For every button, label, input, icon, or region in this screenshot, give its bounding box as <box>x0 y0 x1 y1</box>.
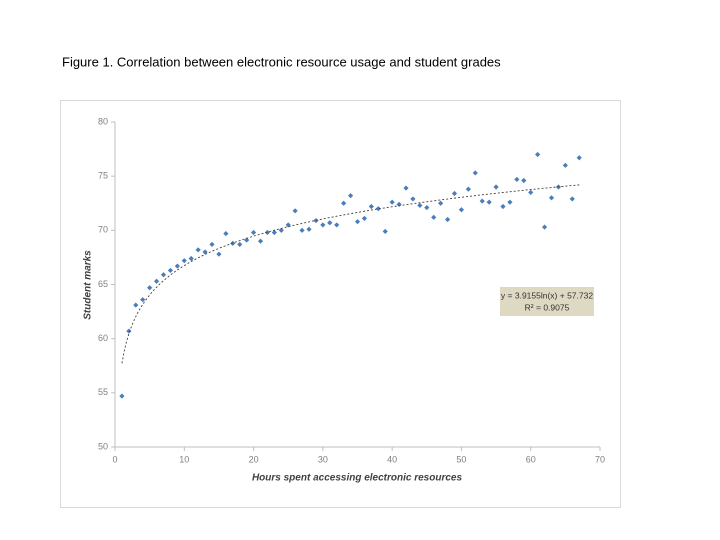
data-point <box>237 241 243 248</box>
data-point <box>382 228 388 235</box>
data-point <box>167 267 174 274</box>
data-point <box>119 393 125 399</box>
data-point <box>320 222 326 228</box>
data-point <box>188 255 194 262</box>
x-axis-title: Hours spent accessing electronic resourc… <box>252 473 463 484</box>
y-tick-label: 50 <box>98 441 108 451</box>
data-point <box>424 204 430 211</box>
data-point <box>500 203 506 210</box>
y-tick-label: 60 <box>98 333 108 343</box>
data-point <box>562 162 568 168</box>
data-point <box>278 227 284 233</box>
data-point <box>521 177 527 184</box>
data-point <box>507 199 513 205</box>
x-tick-label: 60 <box>526 454 536 464</box>
data-point <box>250 229 257 236</box>
data-point <box>202 249 208 255</box>
data-point <box>181 258 187 264</box>
data-point <box>514 176 520 183</box>
data-point <box>389 199 395 205</box>
data-point <box>133 302 139 308</box>
data-point <box>548 195 555 201</box>
data-point <box>354 219 361 225</box>
data-point <box>264 229 271 236</box>
data-point <box>535 151 541 158</box>
data-point <box>479 198 485 204</box>
data-point <box>209 241 215 248</box>
data-point <box>327 220 333 226</box>
data-point <box>493 184 499 190</box>
data-point <box>153 278 160 284</box>
y-tick-label: 70 <box>98 225 108 235</box>
data-point <box>347 193 354 199</box>
data-point <box>368 203 374 210</box>
data-point <box>410 196 416 202</box>
data-point <box>528 189 534 196</box>
data-point <box>458 207 465 213</box>
data-point <box>541 224 548 230</box>
x-tick-label: 0 <box>112 454 117 464</box>
data-point <box>438 200 444 206</box>
data-point <box>451 190 458 197</box>
data-point <box>334 222 340 228</box>
x-tick-label: 40 <box>387 454 397 464</box>
x-tick-label: 10 <box>179 454 189 464</box>
y-tick-label: 80 <box>98 116 108 126</box>
data-point <box>216 251 222 257</box>
y-tick-label: 65 <box>98 279 108 289</box>
y-tick-label: 55 <box>98 387 108 397</box>
data-point <box>569 196 575 202</box>
x-tick-label: 20 <box>249 454 259 464</box>
data-point <box>375 206 381 212</box>
data-point <box>486 199 492 205</box>
data-point <box>271 229 277 236</box>
x-tick-label: 70 <box>595 454 605 464</box>
data-point <box>140 297 146 303</box>
chart-title: Figure 1. Correlation between electronic… <box>62 54 501 69</box>
data-point <box>417 202 423 209</box>
data-point <box>431 214 437 220</box>
data-point <box>472 170 478 176</box>
data-point <box>292 208 298 214</box>
y-axis-title: Student marks <box>83 250 94 320</box>
data-point <box>361 215 368 222</box>
y-tick-label: 75 <box>98 171 108 181</box>
data-point <box>126 328 132 334</box>
equation-box <box>500 287 594 316</box>
data-point <box>299 227 305 233</box>
data-point <box>341 200 347 206</box>
data-point <box>257 238 264 244</box>
x-tick-label: 50 <box>456 454 466 464</box>
data-point <box>403 185 409 191</box>
data-point <box>174 263 180 269</box>
data-point <box>444 216 451 223</box>
data-point <box>147 285 153 291</box>
data-point <box>160 272 167 278</box>
x-tick-label: 30 <box>318 454 328 464</box>
trendline <box>121 184 580 364</box>
data-point <box>223 230 229 237</box>
data-point <box>465 186 471 192</box>
r-squared: R² = 0.9075 <box>525 302 570 312</box>
data-point <box>306 226 312 232</box>
trendline-equation: y = 3.9155ln(x) + 57.732 <box>501 290 593 300</box>
data-point <box>195 247 201 253</box>
data-point <box>313 217 319 224</box>
data-point <box>576 155 582 161</box>
data-point <box>244 237 250 243</box>
